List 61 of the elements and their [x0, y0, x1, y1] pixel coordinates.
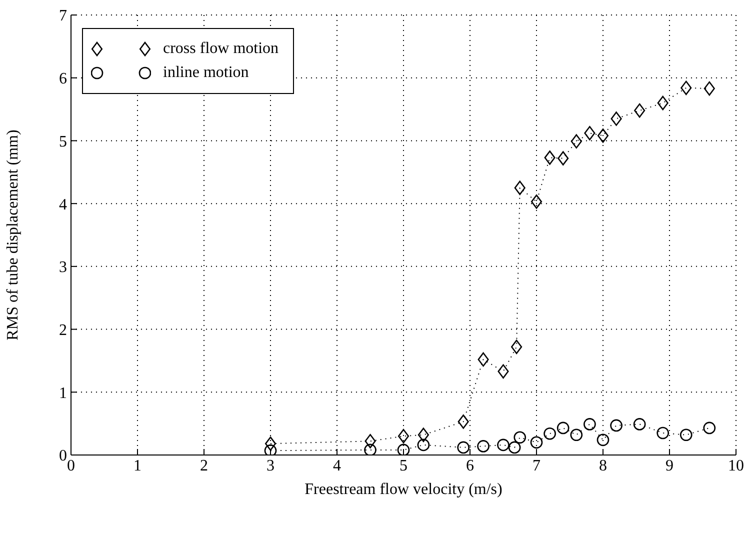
x-tick-label: 5: [400, 457, 408, 474]
x-axis-title: Freestream flow velocity (m/s): [304, 481, 502, 498]
x-tick-label: 7: [532, 457, 540, 474]
point: [597, 128, 609, 143]
point: [610, 419, 622, 432]
point: [558, 151, 569, 166]
y-tick-label: 6: [59, 70, 67, 88]
point: [418, 428, 429, 442]
point: [530, 436, 543, 449]
point: [704, 81, 715, 96]
point: [656, 426, 670, 440]
point: [417, 438, 430, 452]
point: [457, 441, 470, 454]
point: [703, 422, 716, 434]
point: [477, 440, 490, 452]
point: [544, 150, 556, 165]
point: [511, 340, 522, 354]
y-tick-label: 3: [59, 259, 67, 276]
point: [657, 96, 668, 110]
x-tick-label: 10: [728, 457, 744, 474]
point: [398, 428, 410, 444]
point: [556, 422, 570, 434]
point: [633, 418, 646, 430]
y-tick-label: 1: [59, 384, 67, 402]
x-tick-label: 2: [200, 457, 208, 474]
x-tick-label: 9: [666, 457, 674, 474]
legend-label: inline motion: [163, 64, 249, 82]
point: [610, 112, 622, 126]
y-axis-title: RMS of tube displacement (mm): [4, 130, 22, 340]
point: [680, 428, 692, 442]
point: [458, 414, 469, 429]
point: [584, 126, 596, 140]
point: [544, 427, 556, 440]
point: [634, 103, 646, 118]
point: [397, 444, 410, 455]
point: [497, 438, 510, 452]
y-tick-label: 2: [59, 322, 67, 339]
point: [264, 444, 277, 455]
y-tick-label: 5: [59, 133, 67, 150]
point: [364, 434, 376, 448]
point: [596, 434, 610, 446]
y-tick-label: 7: [59, 8, 67, 25]
point: [514, 431, 526, 444]
point: [584, 418, 596, 430]
legend-label: cross flow motion: [163, 40, 279, 58]
x-tick-label: 8: [599, 457, 607, 474]
point: [530, 194, 542, 209]
point: [364, 444, 376, 455]
point: [478, 352, 489, 367]
x-tick-label: 3: [266, 457, 274, 474]
point: [514, 180, 526, 196]
point: [508, 441, 521, 454]
point: [570, 428, 583, 442]
y-tick-label: 4: [59, 196, 67, 214]
x-tick-label: 6: [466, 457, 474, 474]
point: [680, 80, 692, 96]
point: [498, 364, 509, 379]
x-tick-label: 1: [134, 457, 142, 474]
point: [264, 436, 276, 451]
x-tick-label: 4: [333, 457, 341, 474]
point: [570, 134, 582, 148]
